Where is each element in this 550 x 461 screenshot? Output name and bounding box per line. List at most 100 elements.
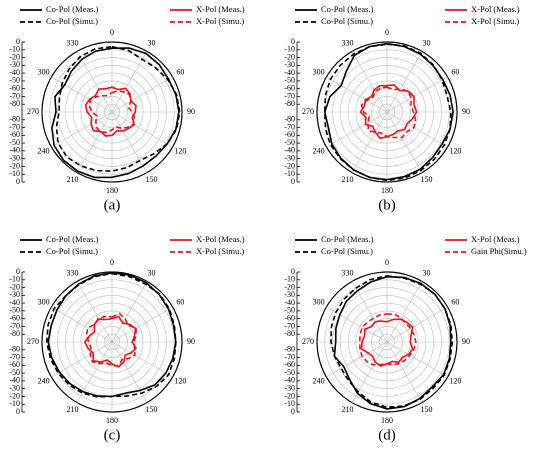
- r-tick-label: -80: [9, 345, 20, 354]
- angle-label: 30: [148, 268, 156, 277]
- angle-label: 300: [38, 297, 50, 306]
- angle-label: 60: [176, 297, 184, 306]
- r-tick-label: -60: [284, 360, 295, 369]
- angle-label: 120: [174, 376, 186, 385]
- polar-chart: Co-Pol (Meas.) X-Pol (Meas.) Co-Pol (Simu.…: [9, 234, 244, 443]
- r-tick-label: -70: [9, 321, 20, 330]
- r-tick-label: -80: [284, 115, 295, 124]
- legend-label: Co-Pol (Simu.): [321, 246, 373, 256]
- r-tick-label: -70: [9, 122, 20, 131]
- angle-label: 0: [110, 28, 114, 37]
- r-tick-label: -20: [9, 282, 20, 291]
- r-tick-label: -60: [9, 83, 20, 92]
- panel-label: (a): [104, 197, 121, 213]
- legend-label: Co-Pol (Meas.): [46, 4, 99, 14]
- r-tick-label: -70: [284, 352, 295, 361]
- spoke: [76, 281, 113, 343]
- r-tick-label: -20: [284, 161, 295, 170]
- r-tick-label: -60: [284, 130, 295, 139]
- angle-label: 90: [462, 337, 470, 346]
- r-tick-label: -50: [9, 306, 20, 315]
- panel-label: (b): [378, 197, 396, 213]
- legend-label: X-Pol (Simu.): [196, 246, 244, 256]
- angle-label: 300: [313, 297, 325, 306]
- angle-label: 240: [38, 146, 50, 155]
- angle-label: 90: [187, 107, 195, 116]
- r-tick-label: -20: [9, 52, 20, 61]
- pattern-line: [360, 86, 417, 139]
- spoke: [351, 51, 388, 113]
- spoke: [76, 111, 113, 173]
- polar-chart: Co-Pol (Meas.) X-Pol (Meas.) Co-Pol (Simu.…: [9, 4, 244, 213]
- r-tick-label: -40: [9, 376, 20, 385]
- r-tick-label: -50: [284, 76, 295, 85]
- r-tick-label: -50: [9, 76, 20, 85]
- legend-label: X-Pol (Simu.): [196, 16, 244, 26]
- angle-label: 120: [449, 376, 461, 385]
- angle-label: 270: [302, 107, 314, 116]
- r-tick-label: -30: [9, 383, 20, 392]
- r-tick-label: -80: [284, 329, 295, 338]
- r-tick-label: -50: [284, 368, 295, 377]
- polar-chart: Co-Pol (Meas.) X-Pol (Meas.) Co-Pol (Simu.…: [284, 234, 527, 443]
- spoke: [51, 111, 113, 148]
- angle-label: 150: [146, 405, 158, 414]
- r-tick-label: -80: [284, 345, 295, 354]
- polar-chart: Co-Pol (Meas.) X-Pol (Meas.) Co-Pol (Simu.…: [284, 4, 519, 213]
- angle-label: 150: [146, 175, 158, 184]
- pattern-line: [51, 47, 180, 179]
- r-tick-label: 0: [291, 37, 295, 46]
- angle-label: 210: [67, 175, 79, 184]
- spoke: [76, 51, 113, 113]
- spoke: [51, 306, 113, 343]
- spoke: [386, 341, 448, 378]
- panel-label: (d): [378, 427, 396, 443]
- legend-label: X-Pol (Meas.): [196, 234, 245, 244]
- spoke: [386, 51, 423, 113]
- r-tick-label: -30: [284, 153, 295, 162]
- r-tick-label: -70: [284, 321, 295, 330]
- pattern-line: [55, 45, 181, 172]
- spoke: [386, 76, 448, 113]
- angle-label: 90: [462, 107, 470, 116]
- angle-label: 60: [176, 67, 184, 76]
- r-tick-label: -10: [284, 169, 295, 178]
- r-tick-label: -80: [9, 329, 20, 338]
- r-tick-label: -10: [284, 275, 295, 284]
- r-tick-label: -10: [9, 399, 20, 408]
- spoke: [111, 281, 148, 343]
- angle-label: 270: [302, 337, 314, 346]
- angle-label: 60: [451, 67, 459, 76]
- legend-label: Co-Pol (Meas.): [321, 234, 374, 244]
- legend-label: Co-Pol (Simu.): [46, 16, 98, 26]
- r-tick-label: -50: [284, 306, 295, 315]
- angle-label: 90: [187, 337, 195, 346]
- r-tick-label: -70: [284, 122, 295, 131]
- spoke: [51, 76, 113, 113]
- r-tick-label: -30: [284, 290, 295, 299]
- r-tick-label: -60: [284, 313, 295, 322]
- r-tick-label: 0: [16, 177, 20, 186]
- spoke: [326, 76, 388, 113]
- r-tick-label: -30: [284, 383, 295, 392]
- angle-label: 180: [381, 416, 393, 425]
- r-tick-label: -40: [284, 146, 295, 155]
- angle-label: 60: [451, 297, 459, 306]
- r-tick-label: -80: [9, 115, 20, 124]
- angle-label: 300: [313, 67, 325, 76]
- angle-label: 0: [385, 28, 389, 37]
- pattern-line: [323, 43, 452, 182]
- angle-label: 210: [67, 405, 79, 414]
- angle-label: 0: [110, 258, 114, 267]
- r-tick-label: 0: [16, 37, 20, 46]
- angle-label: 240: [313, 376, 325, 385]
- spoke: [351, 111, 388, 173]
- spoke: [386, 111, 448, 148]
- angle-label: 150: [421, 175, 433, 184]
- spoke: [386, 341, 423, 403]
- r-tick-label: -80: [9, 99, 20, 108]
- angle-label: 270: [27, 337, 39, 346]
- spoke: [111, 306, 173, 343]
- spoke: [111, 341, 173, 378]
